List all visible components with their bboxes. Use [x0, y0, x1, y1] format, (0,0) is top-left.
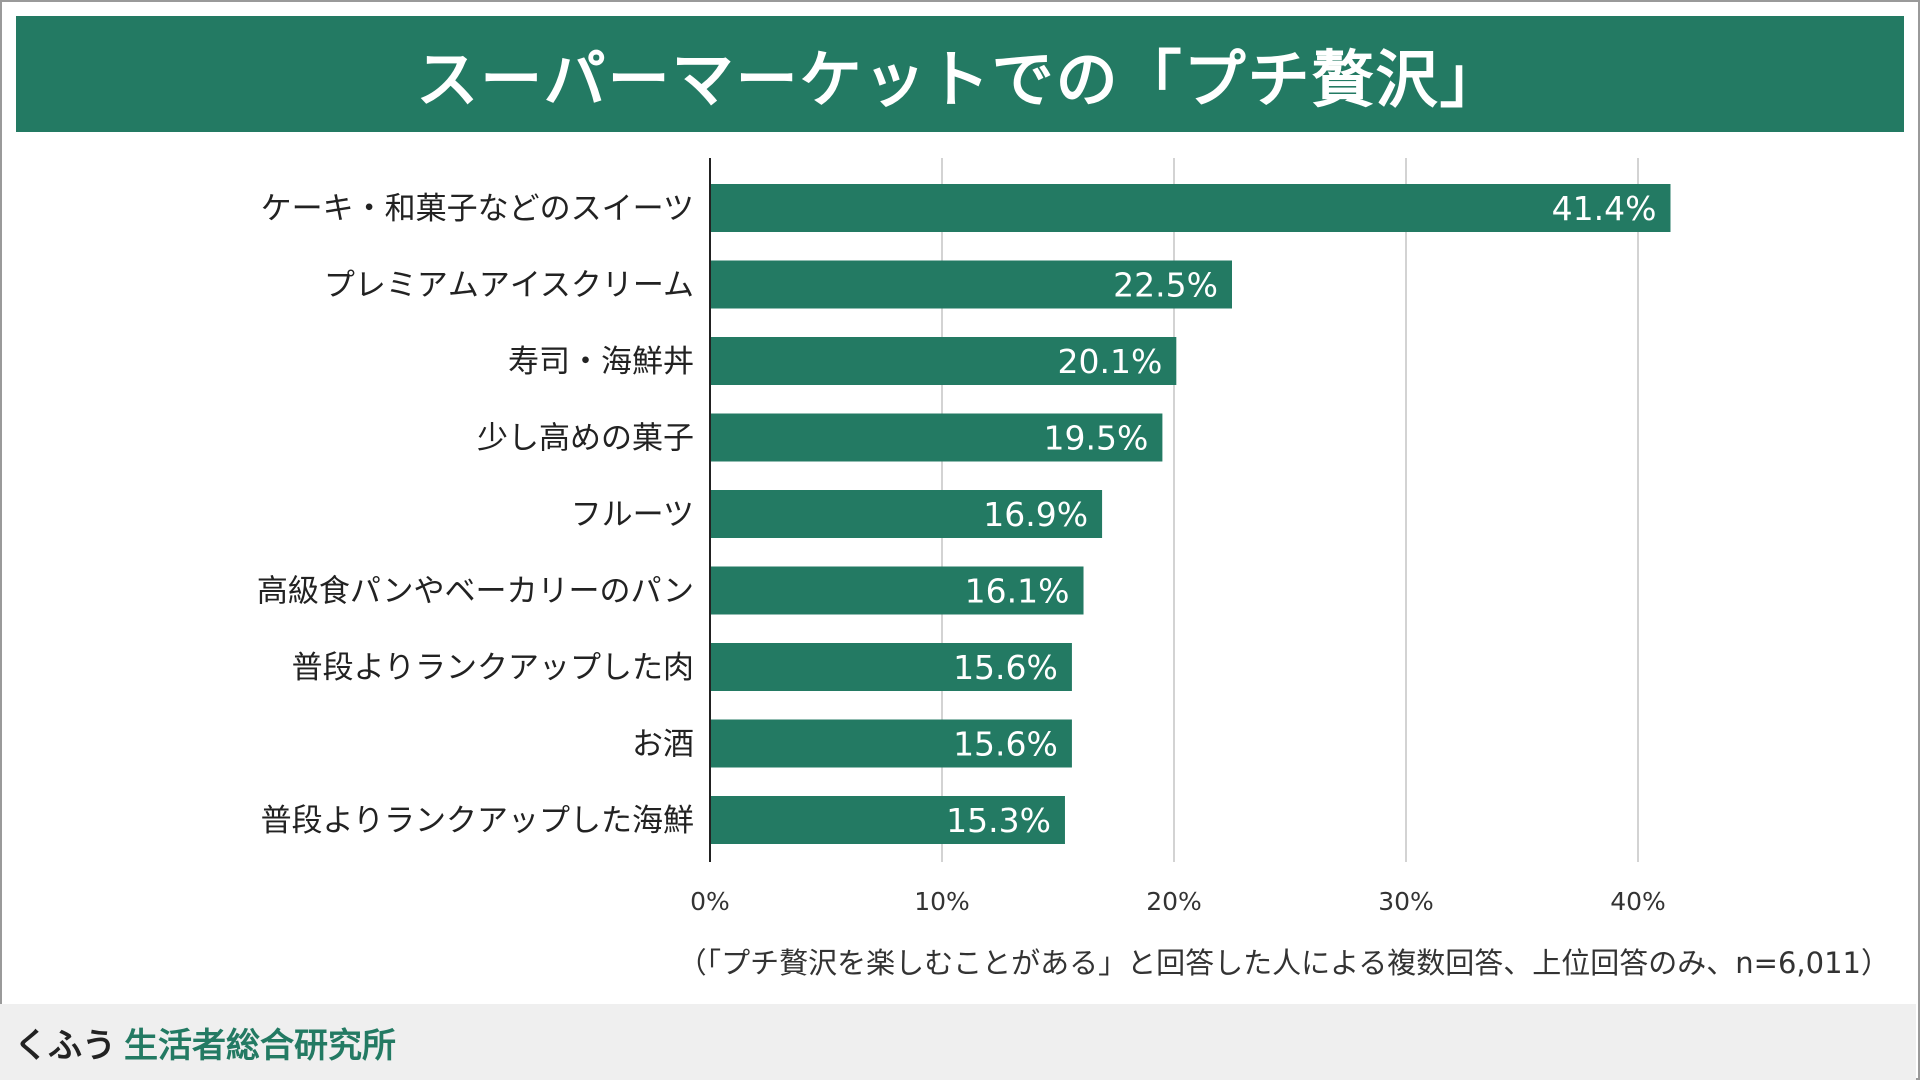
- bar: [710, 184, 1671, 232]
- bar-value-label: 41.4%: [1552, 189, 1657, 228]
- x-tick-label: 30%: [1378, 887, 1434, 916]
- bar-value-label: 15.6%: [953, 648, 1058, 687]
- category-labels: ケーキ・和菓子などのスイーツプレミアムアイスクリーム寿司・海鮮丼少し高めの菓子フ…: [257, 191, 694, 839]
- bar-value-label: 16.1%: [965, 572, 1070, 611]
- bar-value-label: 22.5%: [1113, 266, 1218, 305]
- bar: [710, 719, 1072, 768]
- category-label: 寿司・海鮮丼: [508, 344, 694, 380]
- category-label: お酒: [632, 727, 694, 763]
- category-label: 普段よりランクアップした肉: [292, 650, 694, 686]
- x-tick-label: 20%: [1146, 887, 1202, 916]
- category-label: 普段よりランクアップした海鮮: [261, 803, 694, 839]
- category-label: ケーキ・和菓子などのスイーツ: [261, 191, 694, 227]
- bar-value-label: 15.6%: [953, 725, 1058, 764]
- bar: [710, 260, 1232, 309]
- bar-value-label: 15.3%: [946, 801, 1051, 840]
- brand-logo: くふう 生活者総合研究所: [14, 1018, 396, 1067]
- category-label: 少し高めの菓子: [477, 421, 694, 457]
- bar: [710, 413, 1163, 462]
- bar: [710, 337, 1177, 385]
- x-tick-label: 40%: [1610, 887, 1666, 916]
- x-axis-ticks: 0% 10% 20% 30% 40%: [690, 887, 1666, 916]
- bar: [710, 566, 1084, 615]
- footnote: （「プチ贅沢を楽しむことがある」と回答した人による複数回答、上位回答のみ、n=6…: [677, 946, 1890, 980]
- page-title: スーパーマーケットでの「プチ贅沢」: [416, 43, 1504, 116]
- brand-name: くふう: [14, 1025, 116, 1066]
- bars-layer: 41.4% 22.5% 20.1% 19.5% 16.9% 16.1% 15.6% 15.6%…: [710, 184, 1671, 844]
- bar: [710, 490, 1103, 538]
- category-label: プレミアムアイスクリーム: [324, 268, 694, 304]
- x-tick-label: 10%: [914, 887, 970, 916]
- category-label: 高級食パンやベーカリーのパン: [257, 574, 694, 610]
- category-label: フルーツ: [571, 497, 694, 533]
- bar-value-label: 19.5%: [1044, 419, 1149, 458]
- bar: [710, 796, 1065, 844]
- title-bar: スーパーマーケットでの「プチ贅沢」: [16, 16, 1904, 132]
- brand-subtitle: 生活者総合研究所: [124, 1025, 396, 1066]
- bar: [710, 643, 1072, 691]
- bar-value-label: 16.9%: [983, 495, 1088, 534]
- bar-value-label: 20.1%: [1057, 342, 1162, 381]
- footer: くふう 生活者総合研究所: [0, 1004, 1916, 1080]
- x-tick-label: 0%: [690, 887, 730, 916]
